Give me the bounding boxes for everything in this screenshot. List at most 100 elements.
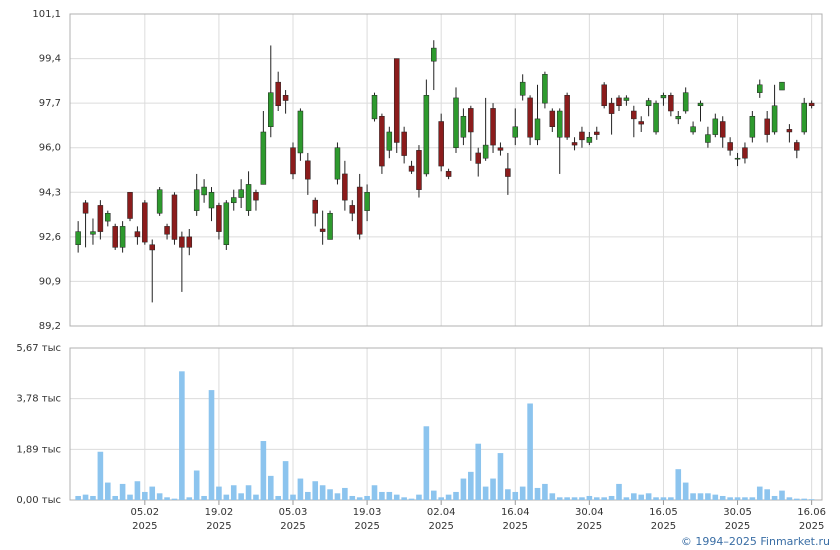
volume-bar: [616, 483, 622, 500]
candle-body: [534, 118, 541, 141]
volume-bar: [593, 497, 600, 500]
volume-bar: [453, 491, 459, 500]
candle-body: [608, 102, 615, 114]
candle-body: [379, 116, 385, 167]
candle-body: [771, 105, 778, 133]
candle-body: [401, 131, 407, 156]
candle-body: [742, 147, 748, 159]
candle-body: [497, 147, 504, 151]
candle-body: [156, 189, 163, 214]
volume-bar: [771, 495, 778, 500]
candle-body: [297, 110, 304, 154]
volume-bar: [90, 495, 96, 500]
candle-body: [364, 192, 370, 211]
candle-body: [794, 142, 800, 151]
x-tick-label: 16.04: [501, 507, 530, 518]
volume-bar: [364, 495, 370, 500]
volume-bar: [171, 498, 178, 500]
candle-body: [119, 226, 126, 248]
candle-body: [290, 147, 296, 175]
candle-body: [193, 189, 200, 211]
candle-body: [356, 186, 363, 235]
volume-bar: [564, 497, 570, 500]
candle-body: [616, 97, 622, 107]
volume-bar: [660, 497, 667, 500]
candle-body: [230, 197, 237, 204]
volume-bar: [104, 482, 111, 500]
volume-bar: [519, 486, 526, 500]
volume-bar: [230, 485, 237, 500]
candle-body: [690, 126, 696, 133]
candle-body: [653, 102, 659, 133]
candle-body: [749, 116, 756, 138]
volume-bar: [416, 494, 422, 500]
volume-bar: [497, 453, 504, 500]
volume-bar: [393, 494, 400, 500]
x-tick-label: 19.02: [205, 507, 234, 518]
volume-bar: [319, 485, 326, 500]
volume-bar: [82, 494, 89, 500]
candle-body: [327, 213, 333, 240]
candle-body: [127, 192, 133, 219]
x-tick-year: 2025: [428, 521, 453, 532]
volume-bar: [734, 497, 741, 500]
volume-bar: [719, 495, 726, 500]
candle-body: [638, 121, 644, 125]
candle-body: [808, 102, 815, 107]
volume-bar: [275, 495, 281, 500]
x-tick-year: 2025: [651, 521, 676, 532]
volume-bar: [571, 497, 578, 500]
volume-bar: [282, 461, 289, 500]
candle-body: [408, 165, 415, 172]
candle-body: [645, 100, 652, 107]
x-tick-year: 2025: [577, 521, 602, 532]
volume-bar: [542, 483, 548, 500]
x-tick-year: 2025: [503, 521, 528, 532]
volume-bar: [208, 390, 215, 500]
volume-bar: [445, 494, 452, 500]
candle-body: [208, 192, 215, 209]
x-tick-label: 30.05: [723, 507, 752, 518]
candle-body: [349, 205, 356, 214]
candle-body: [319, 228, 326, 232]
volume-bar: [586, 495, 593, 500]
volume-bar: [608, 495, 615, 500]
candle-body: [416, 150, 422, 190]
candle-body: [601, 84, 607, 107]
volume-bar: [238, 493, 244, 500]
candle-body: [764, 118, 770, 135]
candle-body: [594, 131, 600, 135]
candle-body: [564, 95, 570, 138]
candle-body: [734, 157, 741, 160]
candle-body: [719, 121, 726, 138]
candle-body: [149, 244, 155, 251]
x-tick-year: 2025: [132, 521, 157, 532]
candle-body: [305, 160, 311, 180]
candle-body: [253, 192, 259, 201]
candle-body: [112, 226, 118, 248]
x-tick-label: 05.02: [131, 507, 160, 518]
volume-bar: [423, 426, 430, 500]
candle-body: [571, 142, 578, 146]
volume-bar: [623, 497, 630, 500]
volume-bar: [690, 493, 696, 500]
volume-bar: [386, 491, 393, 500]
volume-bar: [312, 481, 319, 500]
volume-bar: [749, 497, 756, 500]
volume-bar: [267, 475, 274, 500]
candle-body: [675, 116, 682, 120]
y-tick-label: 92,6: [39, 232, 61, 243]
candle-body: [482, 144, 489, 159]
volume-bar: [512, 491, 519, 500]
y-tick-label: 3,78 тыс: [16, 394, 61, 405]
candle-body: [519, 81, 526, 96]
volume-bar: [112, 495, 118, 500]
candle-body: [712, 118, 719, 135]
candle-body: [186, 236, 193, 248]
candle-body: [393, 58, 400, 143]
candle-body: [334, 147, 341, 180]
candle-body: [216, 205, 222, 232]
volume-bar: [186, 497, 193, 500]
volume-bar: [579, 497, 585, 500]
